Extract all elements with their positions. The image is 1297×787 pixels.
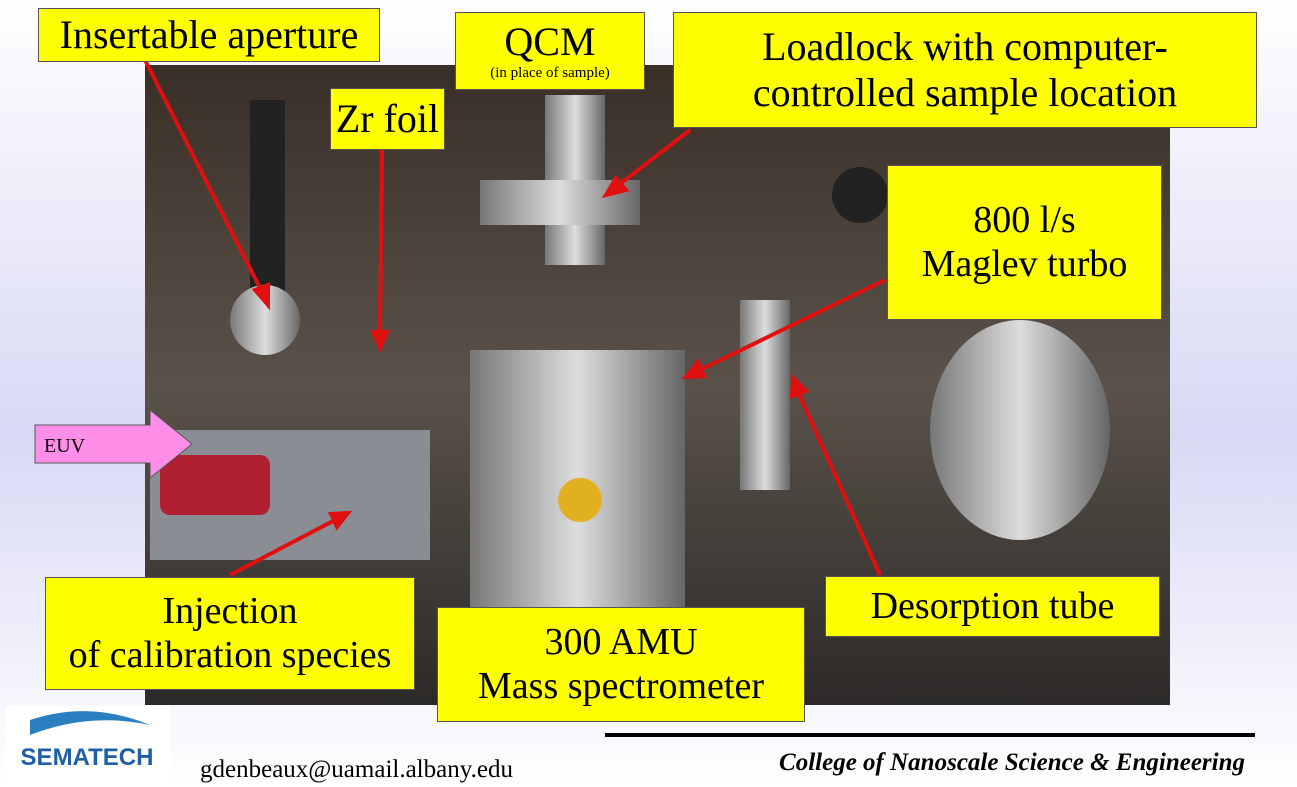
aperture-actuator xyxy=(250,100,285,300)
email: gdenbeaux@uamail.albany.edu xyxy=(200,756,513,783)
callout-line: Injection xyxy=(162,590,297,634)
callout: Loadlock with computer-controlled sample… xyxy=(673,12,1257,128)
callout-line: Insertable aperture xyxy=(60,12,359,58)
callout: Desorption tube xyxy=(825,576,1160,637)
chamber-sphere xyxy=(930,320,1110,540)
callout: Insertable aperture xyxy=(38,8,380,62)
callout-line: 300 AMU xyxy=(544,621,697,665)
callout: QCM(in place of sample) xyxy=(455,12,645,90)
valve xyxy=(160,455,270,515)
callout-line: Desorption tube xyxy=(871,585,1115,629)
callout-line: Mass spectrometer xyxy=(478,665,764,709)
callout: Zr foil xyxy=(330,88,445,150)
logo: SEMATECH xyxy=(21,744,154,771)
callout-line: controlled sample location xyxy=(753,70,1177,116)
knob xyxy=(558,478,602,522)
callout-line: Maglev turbo xyxy=(922,243,1128,287)
turbo xyxy=(832,167,888,223)
euv-label: EUV xyxy=(44,435,86,457)
slide: EUV SEMATECH gdenbeaux@uamail.albany.edu… xyxy=(0,0,1297,787)
callout-line: Loadlock with computer- xyxy=(762,24,1168,70)
callout-line: of calibration species xyxy=(69,634,392,678)
callout-line: 800 l/s xyxy=(973,199,1075,243)
callout-line: (in place of sample) xyxy=(490,65,610,82)
callout-line: Zr foil xyxy=(336,96,439,142)
callout-line: QCM xyxy=(504,19,595,65)
footer: College of Nanoscale Science & Engineeri… xyxy=(779,749,1245,776)
